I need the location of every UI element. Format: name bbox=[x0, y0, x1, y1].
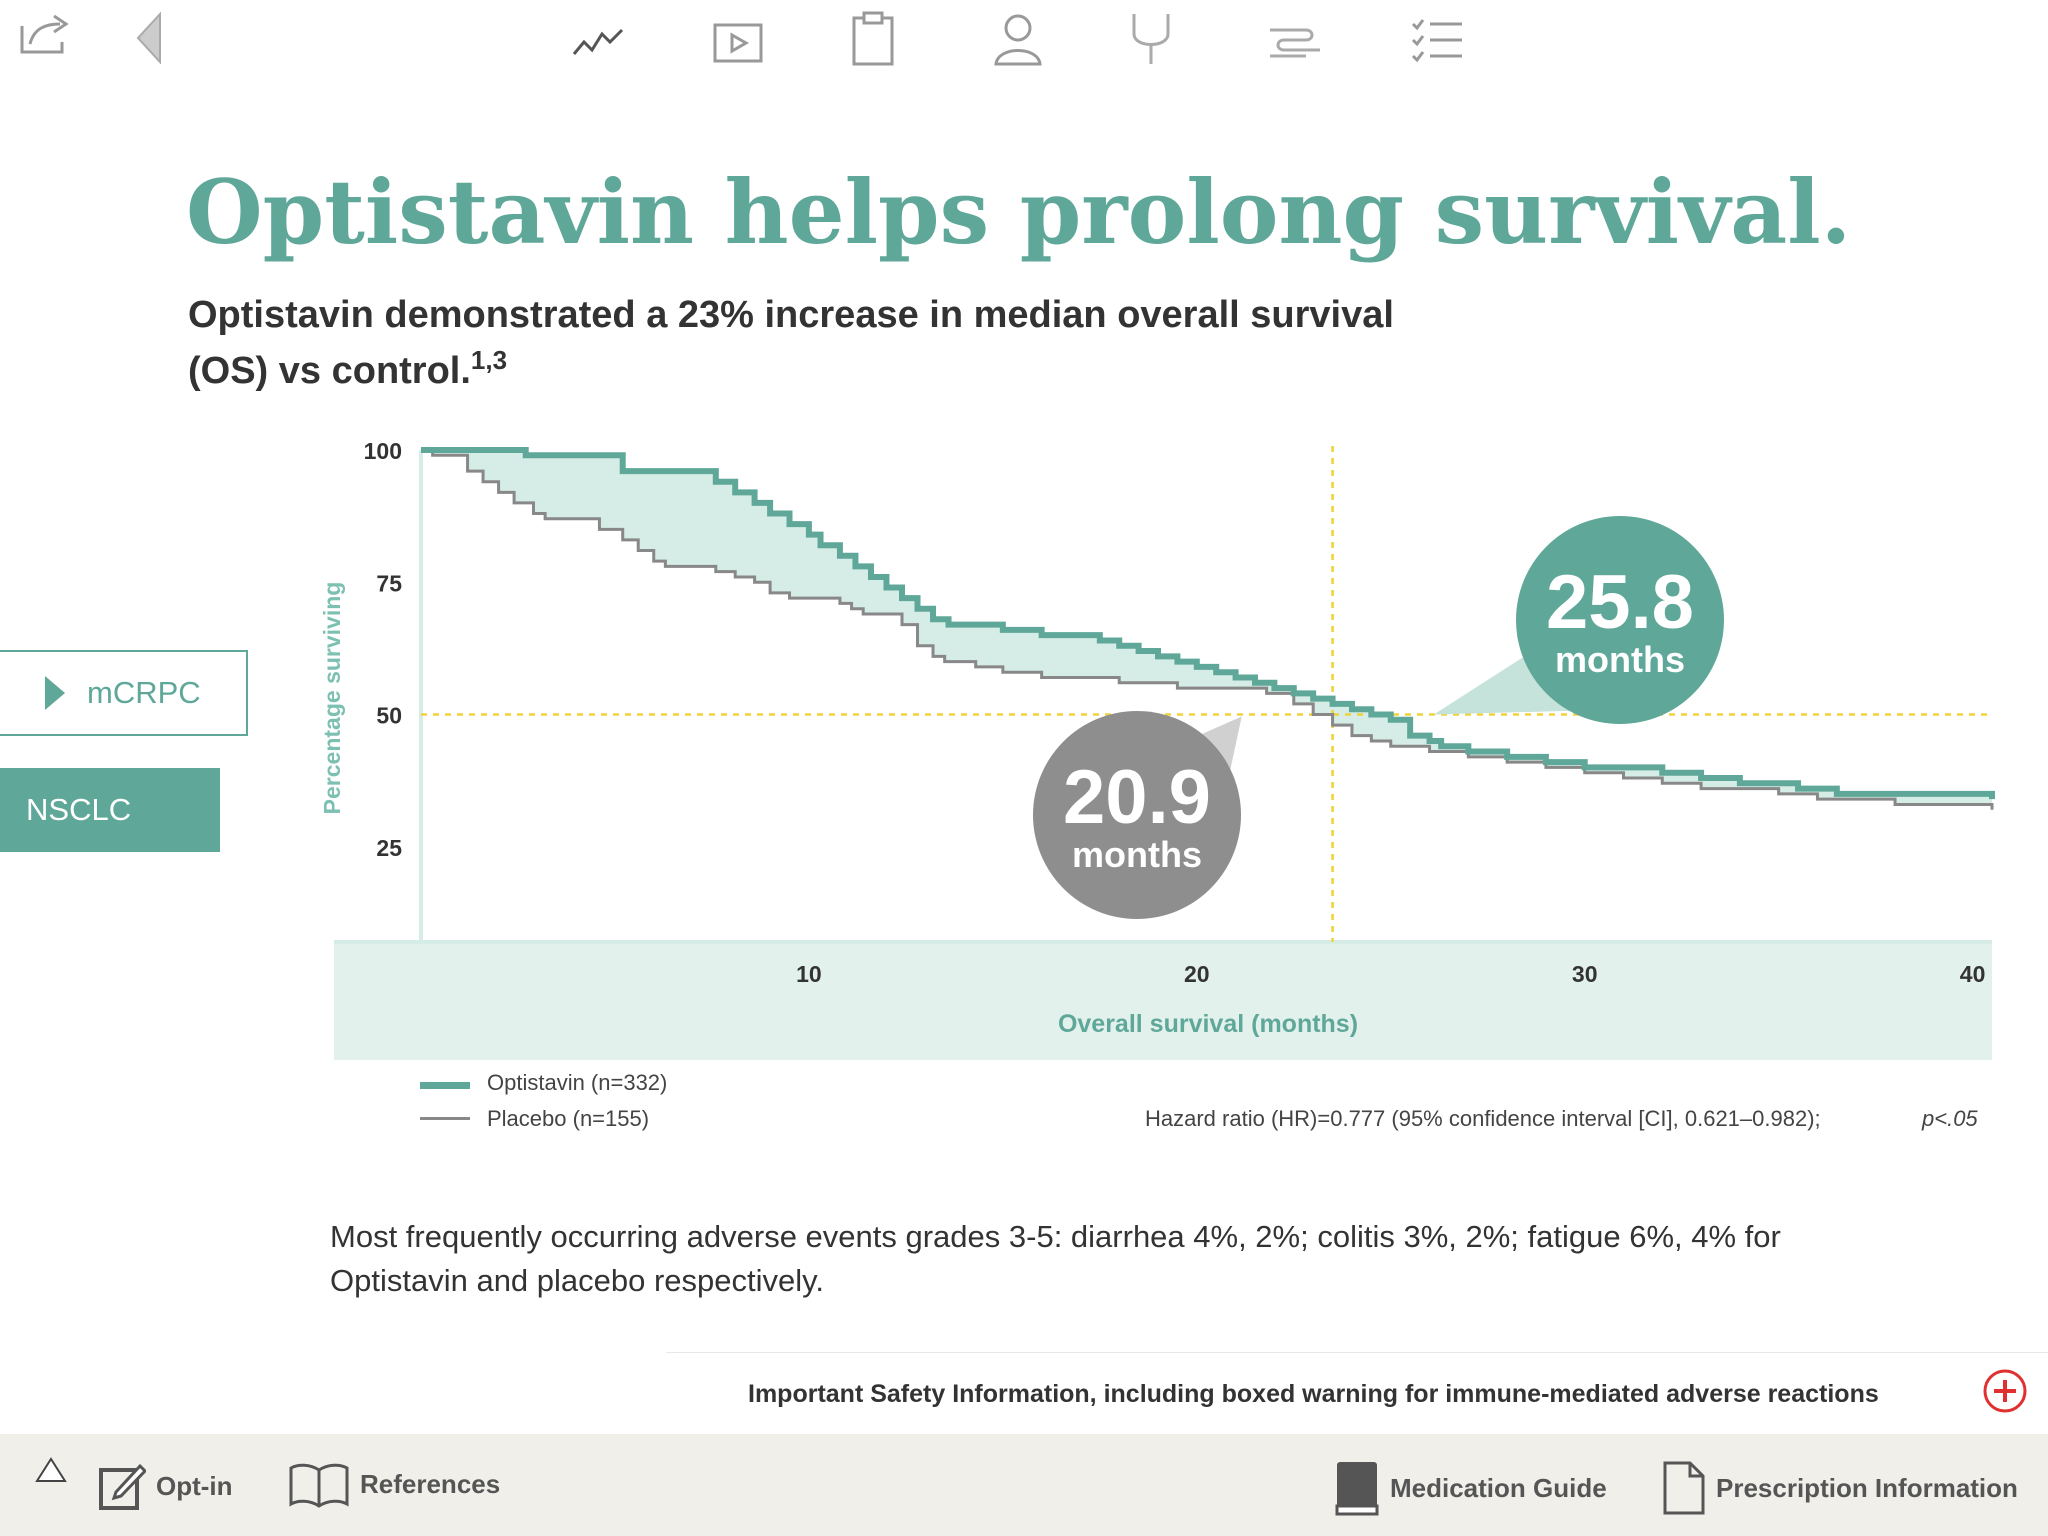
tab-nsclc-label: NSCLC bbox=[26, 792, 132, 827]
chart-line-icon[interactable] bbox=[570, 20, 626, 64]
x-axis-label: Overall survival (months) bbox=[1058, 1010, 1358, 1038]
references-button[interactable]: References bbox=[288, 1460, 500, 1508]
back-icon[interactable] bbox=[132, 11, 166, 65]
x-tick-label: 10 bbox=[796, 961, 822, 987]
checklist-icon[interactable] bbox=[1410, 16, 1464, 66]
opt-in-label: Opt-in bbox=[156, 1470, 233, 1501]
patient-icon[interactable] bbox=[990, 12, 1046, 66]
hands-icon[interactable] bbox=[1266, 16, 1324, 64]
legend-placebo-label: Placebo (n=155) bbox=[487, 1106, 650, 1131]
bottom-toolbar bbox=[0, 1434, 2048, 1536]
placebo-median-value: 20.9 bbox=[1063, 755, 1211, 840]
y-axis-label: Percentage surviving bbox=[319, 582, 345, 815]
legend-placebo-swatch bbox=[420, 1117, 470, 1120]
placebo-median-unit: months bbox=[1072, 834, 1202, 875]
book-open-icon bbox=[289, 1463, 349, 1508]
tab-mcrpc-label: mCRPC bbox=[87, 675, 201, 710]
play-video-icon[interactable] bbox=[712, 20, 764, 66]
y-tick-label: 25 bbox=[376, 835, 402, 861]
y-tick-label: 75 bbox=[376, 570, 402, 596]
isi-divider bbox=[666, 1352, 2048, 1353]
subtitle-line-2: (OS) vs control. bbox=[188, 350, 471, 392]
clipboard-icon[interactable] bbox=[850, 10, 896, 68]
x-tick-label: 20 bbox=[1184, 961, 1210, 987]
x-axis-band bbox=[334, 942, 1992, 1060]
optistavin-median-value: 25.8 bbox=[1546, 560, 1694, 645]
collapse-toolbar-button[interactable] bbox=[34, 1456, 68, 1486]
y-tick-label: 50 bbox=[376, 703, 402, 729]
document-icon bbox=[1663, 1461, 1705, 1515]
play-arrow-icon bbox=[45, 676, 65, 710]
opt-in-button[interactable]: Opt-in bbox=[98, 1460, 233, 1512]
hazard-ratio-note: Hazard ratio (HR)=0.777 (95% confidence … bbox=[1145, 1106, 1821, 1131]
prescription-info-label: Prescription Information bbox=[1716, 1472, 2018, 1503]
x-tick-label: 30 bbox=[1572, 961, 1598, 987]
medication-guide-label: Medication Guide bbox=[1390, 1472, 1607, 1503]
optistavin-survival-curve bbox=[421, 447, 1995, 800]
prescription-info-button[interactable]: Prescription Information bbox=[1662, 1460, 2018, 1516]
placebo-median-callout bbox=[1033, 711, 1241, 919]
survival-difference-area bbox=[421, 450, 1992, 810]
medication-guide-button[interactable]: Medication Guide bbox=[1334, 1460, 1607, 1516]
placebo-survival-curve bbox=[421, 448, 1994, 810]
expand-isi-icon[interactable] bbox=[1982, 1368, 2028, 1414]
stethoscope-icon[interactable] bbox=[1128, 10, 1174, 68]
tab-mcrpc[interactable]: mCRPC bbox=[0, 650, 248, 736]
x-tick-label: 40 bbox=[1960, 961, 1986, 987]
isi-link[interactable]: Important Safety Information, including … bbox=[748, 1380, 1879, 1408]
page-title: Optistavin helps prolong survival. bbox=[186, 160, 1852, 264]
page-subtitle: Optistavin demonstrated a 23% increase i… bbox=[188, 287, 1538, 399]
p-value-note: p<.05 bbox=[1922, 1106, 1978, 1131]
tab-nsclc[interactable]: NSCLC bbox=[0, 768, 220, 852]
optistavin-median-unit: months bbox=[1555, 639, 1685, 680]
optistavin-median-callout bbox=[1516, 516, 1724, 724]
share-icon[interactable] bbox=[16, 8, 74, 58]
legend-optistavin-label: Optistavin (n=332) bbox=[487, 1070, 668, 1095]
subtitle-line-1: Optistavin demonstrated a 23% increase i… bbox=[188, 294, 1394, 336]
references-label: References bbox=[360, 1468, 501, 1499]
y-tick-label: 100 bbox=[364, 438, 402, 464]
legend-optistavin-swatch bbox=[420, 1082, 470, 1089]
book-icon bbox=[1335, 1462, 1379, 1516]
adverse-events-text: Most frequently occurring adverse events… bbox=[330, 1219, 1781, 1298]
triangle-up-icon bbox=[35, 1457, 67, 1482]
reference-superscript[interactable]: 1,3 bbox=[470, 345, 508, 375]
edit-icon bbox=[99, 1463, 146, 1510]
